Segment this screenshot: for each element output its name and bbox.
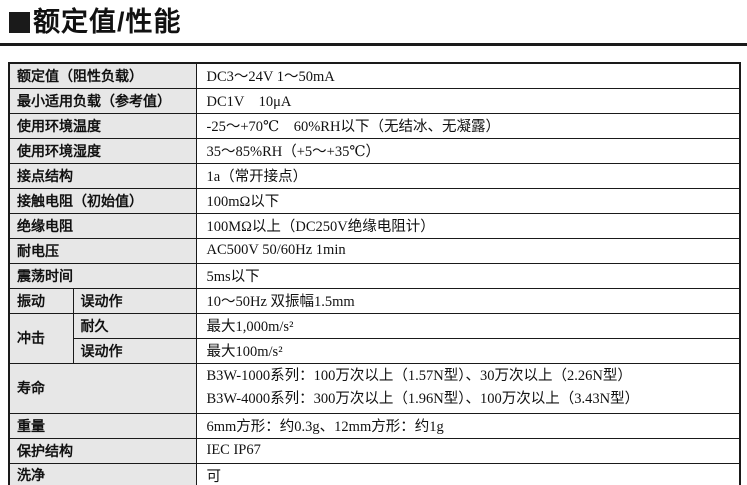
spec-label: 寿命 [8,362,197,414]
table-row: 洗净 可 [8,462,741,485]
table-row: 震荡时间 5ms以下 [8,262,741,289]
spec-value: 最大100m/s² [195,337,741,364]
spec-label: 最小适用负载（参考值） [8,87,197,114]
table-row: 绝缘电阻 100MΩ以上（DC250V绝缘电阻计） [8,212,741,239]
spec-value: -25～+70℃ 60%RH以下（无结冰、无凝露） [195,112,741,139]
spec-value: 10～50Hz 双振幅1.5mm [195,287,741,314]
table-row-life: 寿命 B3W-1000系列：100万次以上（1.57N型）、30万次以上（2.2… [8,362,741,414]
life-line-1: B3W-1000系列：100万次以上（1.57N型）、30万次以上（2.26N型… [206,368,632,384]
spec-sub-label: 误动作 [72,337,197,364]
spec-label: 洗净 [8,462,197,485]
spec-label: 接触电阻（初始值） [8,187,197,214]
spec-label: 接点结构 [8,162,197,189]
spec-sub-label: 耐久 [72,312,197,339]
table-row: 保护结构 IEC IP67 [8,437,741,464]
table-row-shock-durability: 冲击 耐久 最大1,000m/s² [8,312,741,364]
spec-value: 6mm方形：约0.3g、12mm方形：约1g [195,412,741,439]
spec-value: IEC IP67 [195,437,741,464]
spec-value: 最大1,000m/s² [195,312,741,339]
table-row: 重量 6mm方形：约0.3g、12mm方形：约1g [8,412,741,439]
table-row: 接点结构 1a（常开接点） [8,162,741,189]
table-row-shock-malfunction: 误动作 最大100m/s² [9,337,741,364]
spec-value: 1a（常开接点） [195,162,741,189]
table-row: 额定值（阻性负载） DC3～24V 1～50mA [8,62,741,89]
life-line-2: B3W-4000系列：300万次以上（1.96N型）、100万次以上（3.43N… [206,391,640,407]
spec-value: 可 [195,462,741,485]
spec-group-label: 振动 [8,287,74,314]
table-row: 使用环境温度 -25～+70℃ 60%RH以下（无结冰、无凝露） [8,112,741,139]
section-bullet-icon [9,11,30,33]
spec-value: 100MΩ以上（DC250V绝缘电阻计） [195,212,741,239]
spec-label: 震荡时间 [8,262,197,289]
spec-value: B3W-1000系列：100万次以上（1.57N型）、30万次以上（2.26N型… [195,362,741,414]
spec-value: 100mΩ以下 [195,187,741,214]
spec-sub-label: 误动作 [72,287,197,314]
spec-label: 使用环境温度 [8,112,197,139]
table-row: 最小适用负载（参考值） DC1V 10μA [8,87,741,114]
title-divider [0,43,747,46]
spec-value: DC1V 10μA [195,87,741,114]
spec-label: 使用环境湿度 [8,137,197,164]
spec-label: 耐电压 [8,237,197,264]
spec-value: DC3～24V 1～50mA [195,62,741,89]
table-row: 使用环境湿度 35～85%RH（+5～+35℃） [8,137,741,164]
table-row: 接触电阻（初始值） 100mΩ以下 [8,187,741,214]
spec-value: 35～85%RH（+5～+35℃） [195,137,741,164]
table-row: 耐电压 AC500V 50/60Hz 1min [8,237,741,264]
spec-label: 保护结构 [8,437,197,464]
spec-label: 绝缘电阻 [8,212,197,239]
section-title-text: 额定值/性能 [33,6,182,37]
spec-value: AC500V 50/60Hz 1min [195,237,741,264]
ratings-spec-table: 额定值（阻性负载） DC3～24V 1～50mA 最小适用负载（参考值） DC1… [8,62,741,485]
spec-group-label: 冲击 [8,312,74,364]
section-title: 额定值/性能 [0,0,747,38]
spec-value: 5ms以下 [195,262,741,289]
table-row-vibration: 振动 误动作 10～50Hz 双振幅1.5mm [8,287,741,314]
spec-label: 重量 [8,412,197,439]
spec-label: 额定值（阻性负载） [8,62,197,89]
